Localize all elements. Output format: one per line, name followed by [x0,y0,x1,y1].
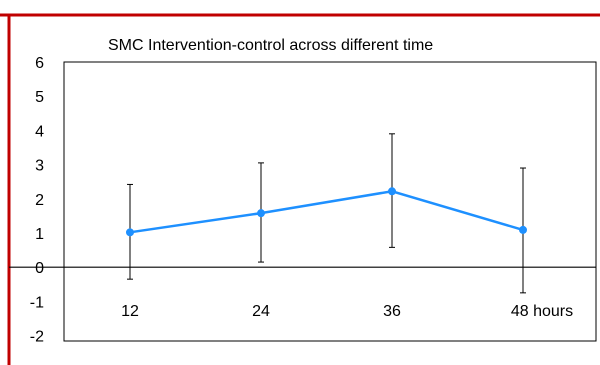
x-tick-label: 12 [121,303,139,320]
chart-title: SMC Intervention-control across differen… [108,37,433,54]
data-point [257,209,265,218]
x-tick-label: 24 [252,303,270,320]
x-axis-tick-labels: 12 24 36 48 hours [121,303,573,320]
y-tick-label: -1 [30,294,44,311]
y-tick-label: 4 [35,123,44,140]
y-axis-tick-labels: 6 5 4 3 2 1 0 -1 -2 [30,55,44,346]
x-tick-label: 48 hours [511,303,573,320]
data-points [126,187,527,237]
y-tick-label: 6 [35,55,44,72]
data-point [126,228,134,237]
plot-area [63,61,597,342]
y-tick-label: -2 [30,329,44,346]
data-point [519,225,527,234]
x-tick-label: 36 [383,303,401,320]
y-tick-label: 5 [35,89,44,106]
series-line [129,189,524,234]
data-point [388,187,396,196]
y-tick-label: 2 [35,192,44,209]
y-tick-label: 3 [35,158,44,175]
y-tick-label: 1 [35,226,44,243]
y-tick-label: 0 [35,260,44,277]
